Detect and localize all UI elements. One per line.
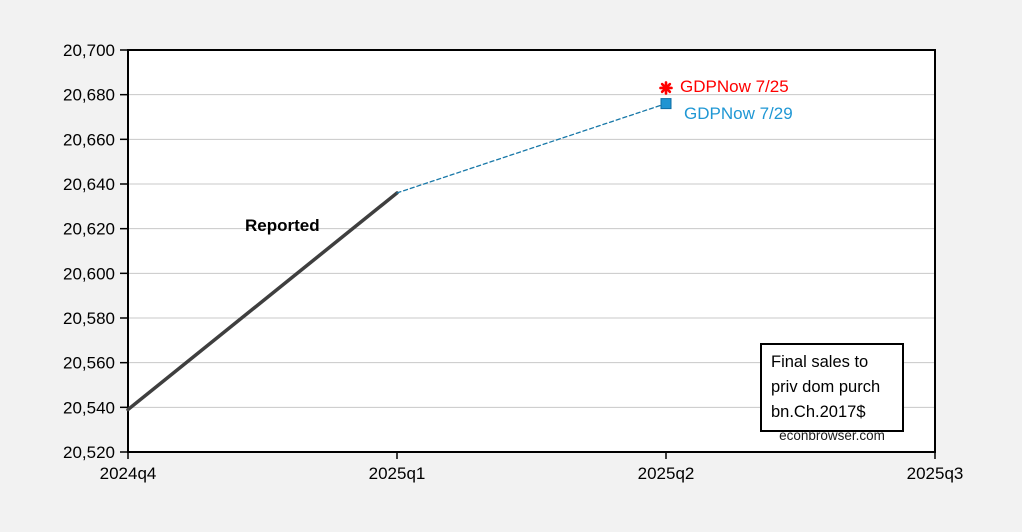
reported-series-label: Reported [245, 216, 320, 235]
x-tick-label: 2025q2 [638, 464, 695, 483]
note-box: Final sales to priv dom purch bn.Ch.2017… [760, 343, 904, 432]
x-tick-label: 2025q1 [369, 464, 426, 483]
series-line-reported [126, 191, 399, 412]
y-tick-label: 20,660 [63, 130, 115, 149]
y-tick-label: 20,620 [63, 220, 115, 239]
square-marker [660, 98, 672, 110]
y-tick-label: 20,600 [63, 264, 115, 283]
x-tick-label: 2025q3 [907, 464, 964, 483]
y-tick-label: 20,680 [63, 86, 115, 105]
y-tick-label: 20,520 [63, 443, 115, 462]
gdpnow-729-label: GDPNow 7/29 [684, 104, 793, 123]
y-tick-label: 20,560 [63, 354, 115, 373]
note-box-line: Final sales to [771, 353, 869, 371]
note-box-line: bn.Ch.2017$ [771, 403, 866, 421]
asterisk-marker-center [664, 85, 668, 90]
y-tick-label: 20,540 [63, 398, 115, 417]
y-tick-label: 20,580 [63, 309, 115, 328]
plot-border [127, 49, 936, 453]
series-line-gdpnow-7-29 [396, 102, 667, 194]
y-tick-label: 20,640 [63, 175, 115, 194]
x-tick-label: 2024q4 [100, 464, 157, 483]
gdpnow-725-label: GDPNow 7/25 [680, 77, 789, 96]
watermark-econbrowser: econbrowser.com [779, 428, 885, 443]
y-tick-label: 20,700 [63, 41, 115, 60]
note-box-line: priv dom purch [771, 378, 881, 396]
